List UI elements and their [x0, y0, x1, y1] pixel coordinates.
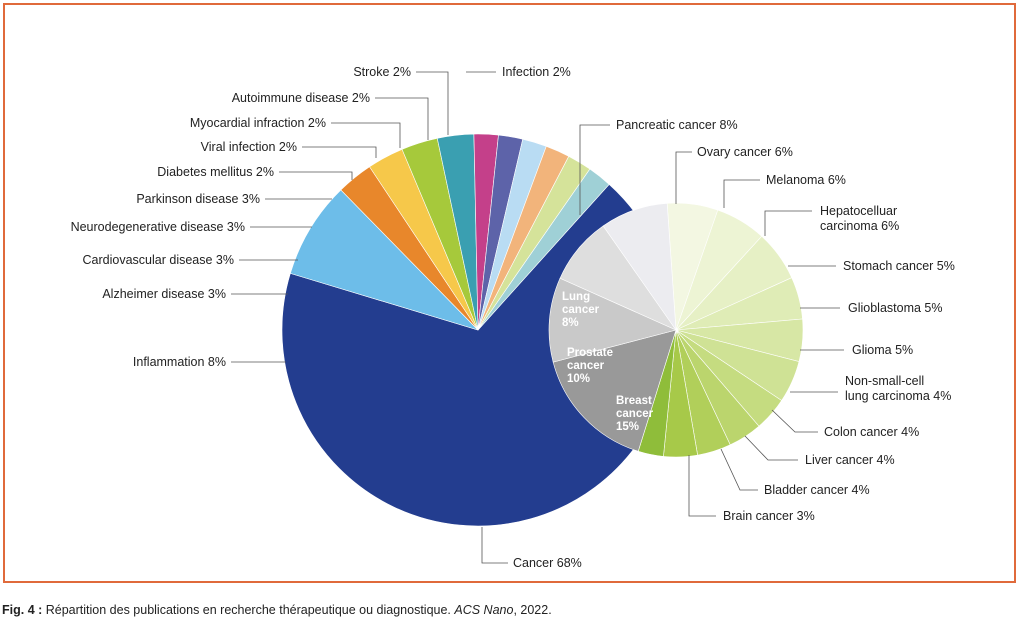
label-diabetes-mellitus-2: Diabetes mellitus 2%: [157, 165, 274, 179]
label-non-small-cell-lung-carcinoma-4: Non-small-cell lung carcinoma 4%: [845, 374, 951, 403]
label-viral-infection-2: Viral infection 2%: [201, 140, 297, 154]
label-hepatocelluar-carcinoma-6: Hepatocelluar carcinoma 6%: [820, 204, 899, 233]
slice-inflammation-8: [289, 189, 479, 331]
figure-caption: Fig. 4 : Répartition des publications en…: [2, 603, 552, 617]
label-alzheimer-disease-3: Alzheimer disease 3%: [102, 287, 226, 301]
leader-brain-cancer-3: [688, 455, 716, 517]
leader-stroke-2: [416, 71, 449, 135]
label-autoimmune-disease-2: Autoimmune disease 2%: [232, 91, 370, 105]
figure-number: Fig. 4 :: [2, 603, 43, 617]
leader-myocardial-infraction-2: [331, 122, 401, 148]
leader-autoimmune-disease-2: [375, 97, 429, 140]
leader-colon-cancer-4: [771, 409, 818, 433]
label-breast-cancer-15: Breast cancer 15%: [616, 395, 654, 433]
leader-lines: [231, 71, 844, 564]
label-glioma-5: Glioma 5%: [852, 343, 913, 357]
leader-pancreatic-cancer-8: [579, 124, 610, 215]
leader-viral-infection-2: [302, 146, 377, 158]
caption-year: , 2022.: [513, 603, 552, 617]
label-myocardial-infraction-2: Myocardial infraction 2%: [190, 116, 326, 130]
label-lung-cancer-8: Lung cancer 8%: [562, 291, 600, 329]
leader-diabetes-mellitus-2: [279, 171, 353, 180]
label-parkinson-disease-3: Parkinson disease 3%: [136, 192, 260, 206]
label-cancer-68: Cancer 68%: [513, 556, 582, 570]
leader-melanoma-6: [723, 179, 760, 208]
slice-prostate-cancer-10: [548, 277, 677, 363]
cancer-breakdown-pie: [548, 202, 804, 458]
label-glioblastoma-5: Glioblastoma 5%: [848, 301, 943, 315]
leader-cancer-68: [481, 527, 508, 564]
label-pancreatic-cancer-8: Pancreatic cancer 8%: [616, 118, 738, 132]
slice-infection-2: [477, 168, 610, 331]
slice-pancreatic-cancer-8: [602, 202, 677, 332]
pie-chart: Infection 2% Stroke 2% Autoimmune disease …: [71, 65, 955, 570]
label-stroke-2: Stroke 2%: [353, 65, 411, 79]
label-colon-cancer-4: Colon cancer 4%: [824, 425, 919, 439]
label-liver-cancer-4: Liver cancer 4%: [805, 453, 895, 467]
main-pie: [281, 133, 675, 527]
journal-name: ACS Nano: [454, 603, 514, 617]
slice-breast-cancer-15: [552, 329, 677, 452]
leader-liver-cancer-4: [744, 435, 798, 461]
label-stomach-cancer-5: Stomach cancer 5%: [843, 259, 955, 273]
label-cardiovascular-disease-3: Cardiovascular disease 3%: [83, 253, 234, 267]
leader-bladder-cancer-4: [720, 448, 758, 491]
label-brain-cancer-3: Brain cancer 3%: [723, 509, 815, 523]
label-inflammation-8: Inflammation 8%: [133, 355, 226, 369]
caption-text: Répartition des publications en recherch…: [42, 603, 455, 617]
leader-ovary-cancer-6: [675, 151, 692, 204]
label-prostate-cancer-10: Prostate cancer 10%: [567, 347, 613, 385]
leader-hepatocelluar-carcinoma-6: [764, 210, 812, 236]
label-infection-2: Infection 2%: [502, 65, 571, 79]
label-bladder-cancer-4: Bladder cancer 4%: [764, 483, 870, 497]
label-melanoma-6: Melanoma 6%: [766, 173, 846, 187]
slice-labels: Infection 2% Stroke 2% Autoimmune disease …: [71, 65, 955, 570]
label-ovary-cancer-6: Ovary cancer 6%: [697, 145, 793, 159]
label-neurodegenerative-disease-3: Neurodegenerative disease 3%: [71, 220, 245, 234]
